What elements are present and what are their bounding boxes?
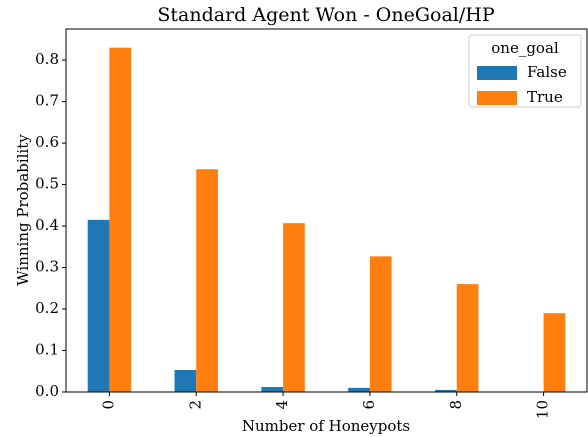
x-tick-label: 0 <box>99 400 117 410</box>
y-tick-label: 0.8 <box>35 50 59 68</box>
bar <box>456 284 479 392</box>
y-tick-label: 0.1 <box>35 341 59 359</box>
bar <box>196 169 218 392</box>
legend-swatch <box>477 66 517 80</box>
y-tick-label: 0.3 <box>35 258 59 276</box>
legend-swatch <box>477 91 517 105</box>
bar <box>283 223 305 392</box>
bar <box>261 387 284 392</box>
bar <box>543 313 566 392</box>
legend-box <box>468 34 582 108</box>
bar <box>435 389 457 392</box>
bar <box>109 47 132 392</box>
x-tick-label: 8 <box>447 400 465 410</box>
x-tick-label: 2 <box>186 400 204 410</box>
legend-label: False <box>527 63 567 81</box>
y-tick-label: 0.4 <box>35 216 59 234</box>
y-axis-label: Winning Probability <box>14 134 32 286</box>
bar <box>369 256 392 392</box>
legend-label: True <box>527 88 563 106</box>
legend-title: one_goal <box>491 39 559 57</box>
bar <box>174 370 197 392</box>
y-tick-label: 0.0 <box>35 382 59 400</box>
y-tick-label: 0.6 <box>35 133 59 151</box>
x-tick-label: 4 <box>273 400 291 410</box>
y-tick-label: 0.2 <box>35 299 59 317</box>
axes-frame <box>65 28 588 393</box>
x-axis-label: Number of Honeypots <box>242 417 410 435</box>
x-tick-label: 6 <box>360 400 378 410</box>
chart-title: Standard Agent Won - OneGoal/HP <box>157 4 494 26</box>
bar <box>87 219 110 392</box>
x-tick-label: 10 <box>534 400 552 419</box>
y-tick-label: 0.7 <box>35 92 59 110</box>
bar <box>348 387 370 392</box>
y-tick-label: 0.5 <box>35 175 59 193</box>
